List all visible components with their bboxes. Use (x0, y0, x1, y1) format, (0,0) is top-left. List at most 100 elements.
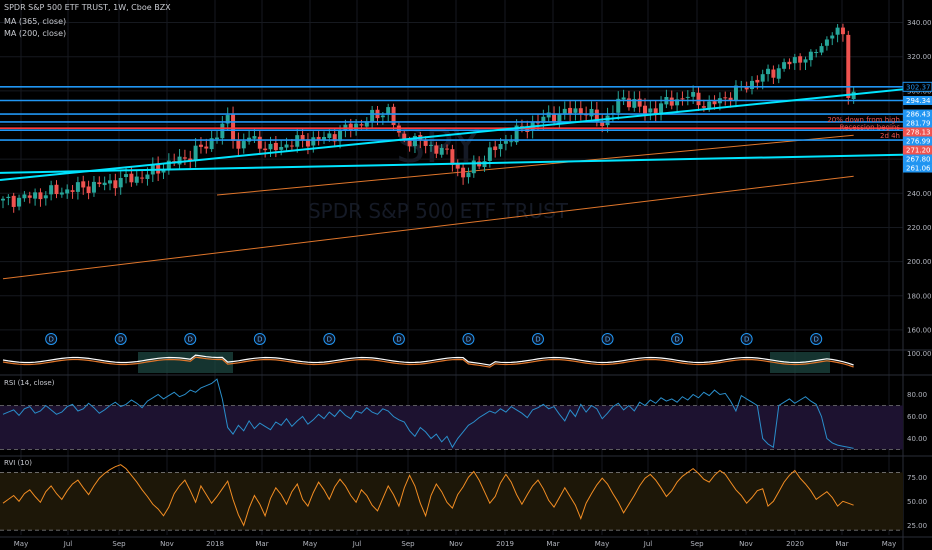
candle-body (846, 34, 851, 98)
candle-body (830, 35, 835, 39)
candle-body (814, 52, 819, 54)
candle-body (273, 142, 278, 151)
candle-body (568, 107, 573, 114)
candle-body (332, 134, 337, 142)
time-axis-label: May (303, 540, 317, 548)
price-label-text: 261.06 (906, 165, 931, 173)
price-label-text: 271.20 (906, 147, 931, 155)
price-axis-label: 340.00 (907, 19, 932, 27)
candle-body (70, 190, 75, 192)
indicator-axis-label: 75.00 (907, 474, 927, 482)
dividend-marker: D (184, 333, 197, 345)
candle-body (600, 121, 605, 127)
candles (1, 23, 856, 213)
candle-body (284, 144, 289, 148)
candle-body (305, 139, 310, 147)
chart-title: SPDR S&P 500 ETF TRUST, 1W, Cboe BZX (4, 3, 171, 12)
candle-body (402, 133, 407, 139)
candle-body (589, 108, 594, 117)
candle-body (295, 135, 300, 147)
dividend-marker: D (114, 333, 127, 345)
candle-body (498, 143, 503, 150)
candle-body (118, 177, 123, 188)
candle-body (257, 136, 262, 149)
chart-annotation: 2d 4h (880, 132, 900, 140)
candle-body (605, 115, 610, 126)
moving-averages (2, 134, 854, 280)
candle-body (38, 192, 43, 200)
candle-body (471, 160, 476, 174)
candle-body (59, 192, 64, 195)
candle-body (803, 59, 808, 63)
candle-body (204, 146, 209, 149)
time-axis-label: May (882, 540, 896, 548)
time-axis-label: Jul (352, 540, 362, 548)
candle-body (851, 91, 856, 99)
dividend-icon (253, 333, 266, 345)
mini-compare-pane: 100.00 (2, 350, 932, 373)
candle-body (108, 180, 112, 184)
candle-body (188, 158, 193, 161)
candle-body (91, 181, 96, 193)
price-label-box (903, 109, 932, 119)
time-axis-label: Mar (546, 540, 559, 548)
candle-body (263, 148, 268, 151)
indicator-axis-label: 25.00 (907, 522, 927, 530)
price-label-text: 294.34 (906, 97, 931, 105)
candle-body (86, 186, 91, 194)
candle-body (198, 144, 203, 147)
time-axis-label: Jul (63, 540, 73, 548)
candle-body (578, 108, 583, 114)
price-label-box (903, 163, 932, 173)
candle-body (102, 182, 107, 186)
moving-average-line (2, 175, 854, 280)
price-label: 278.13 (903, 127, 932, 137)
candle-body (648, 108, 653, 113)
price-label-text: 276.99 (906, 138, 931, 146)
time-axis-label: Sep (690, 540, 704, 548)
time-axis-label: 2018 (206, 540, 224, 548)
candle-body (787, 61, 792, 65)
mini-axis-label: 100.00 (907, 350, 932, 358)
dividend-marker: D (253, 333, 266, 345)
dividend-marker: D (810, 333, 823, 345)
price-label: 286.43 (903, 109, 932, 119)
dividend-icon (45, 333, 58, 345)
candle-body (386, 107, 391, 115)
price-label: 281.79 (903, 118, 932, 128)
candle-body (65, 189, 70, 194)
price-axis-label: 200.00 (907, 258, 932, 266)
time-axis-label: Nov (449, 540, 463, 548)
time-axis-label: Mar (255, 540, 268, 548)
dividend-icon (810, 333, 823, 345)
candle-body (81, 181, 86, 188)
price-label: 267.80 (903, 154, 932, 164)
dividend-label: D (327, 336, 332, 344)
dividend-label: D (814, 336, 819, 344)
dividend-marker: D (601, 333, 614, 345)
candle-body (691, 92, 696, 97)
mini-highlight (138, 352, 233, 373)
time-axis-label: Nov (739, 540, 753, 548)
dividend-icon (671, 333, 684, 345)
candle-body (423, 139, 428, 146)
candle-body (145, 174, 150, 179)
candle-body (840, 27, 845, 35)
price-label: 276.99 (903, 136, 932, 146)
time-axis-label: 2019 (496, 540, 514, 548)
candle-body (49, 185, 54, 195)
time-axis-label: 2020 (786, 540, 804, 548)
candle-body (134, 176, 139, 183)
candle-body (407, 139, 412, 147)
candle-body (209, 138, 214, 150)
candle-body (552, 113, 557, 123)
candle-body (434, 145, 439, 154)
price-label-text: 286.43 (906, 111, 931, 119)
dividend-icon (462, 333, 475, 345)
price-label-box (903, 118, 932, 128)
candle-body (54, 184, 59, 195)
candle-body (594, 109, 599, 123)
dividend-label: D (257, 336, 262, 344)
